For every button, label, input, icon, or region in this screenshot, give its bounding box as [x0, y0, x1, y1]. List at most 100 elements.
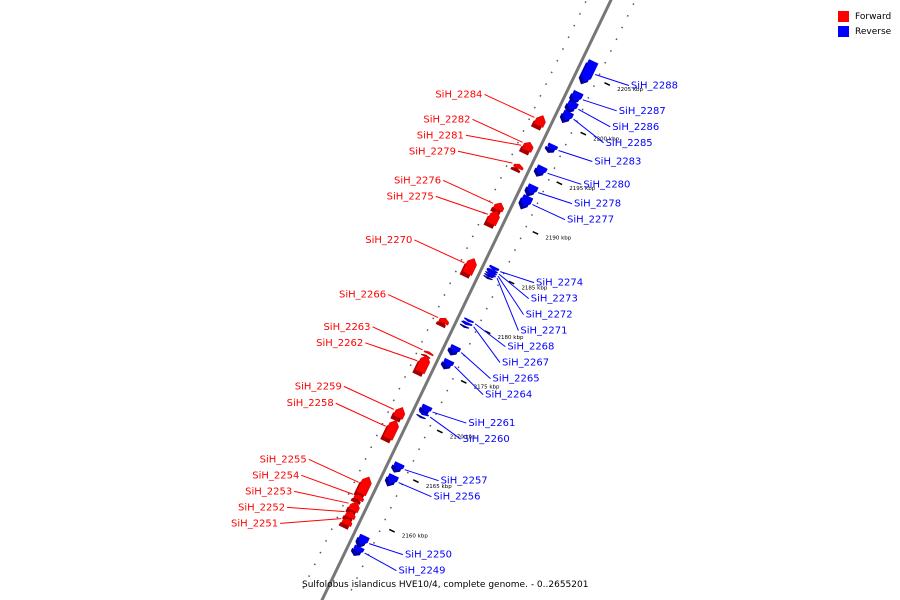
gene-SiH_2272[interactable] [484, 269, 498, 279]
gene-SiH_2254[interactable] [350, 494, 365, 505]
gene-SiH_2288[interactable] [578, 59, 599, 85]
reverse-guide-dot [468, 342, 471, 345]
gene-arrow [463, 317, 475, 324]
reverse-guide-dot [418, 448, 421, 451]
gene-SiH_2266[interactable] [435, 317, 450, 329]
scale-tick-mark [412, 479, 419, 484]
reverse-guide-dot [350, 588, 353, 591]
scale-tick-label: 2180 kbp [498, 335, 524, 341]
gene-SiH_2264[interactable] [440, 357, 455, 370]
reverse-gene-label: SiH_2256 [433, 492, 480, 503]
gene-arrow [533, 115, 546, 128]
forward-guide-dot [375, 434, 378, 437]
forward-guide-dot [539, 94, 542, 97]
forward-gene-leader [484, 94, 535, 118]
gene-SiH_2257[interactable] [391, 461, 405, 473]
gene-SiH_2286[interactable] [564, 99, 579, 114]
reverse-guide-dot [406, 471, 409, 474]
reverse-gene-leader [532, 204, 566, 221]
forward-guide-dot [528, 118, 531, 121]
gene-SiH_2250[interactable] [355, 533, 370, 549]
reverse-gene-label: SiH_2272 [526, 310, 573, 321]
reverse-guide-dot [356, 577, 359, 580]
reverse-guide-dot [553, 167, 556, 170]
gene-SiH_2280[interactable] [533, 164, 548, 177]
gene-arrow [489, 264, 500, 271]
gene-SiH_2278[interactable] [524, 183, 539, 197]
gene-SiH_2277[interactable] [518, 194, 534, 210]
forward-guide-dot [511, 153, 514, 156]
gene-SiH_2253[interactable] [345, 501, 360, 516]
forward-guide-dot [437, 305, 440, 308]
reverse-guide-dot [508, 260, 511, 263]
reverse-gene-leader [578, 108, 611, 128]
gene-SiH_2271[interactable] [483, 271, 497, 281]
gene-SiH_2255[interactable] [353, 476, 372, 499]
reverse-gene-label: SiH_2265 [492, 374, 539, 385]
forward-gene-label: SiH_2275 [387, 191, 434, 202]
gene-arrow [567, 99, 579, 111]
gene-arrow [344, 511, 356, 521]
gene-SiH_2260[interactable] [416, 410, 430, 420]
forward-gene-leader [387, 294, 439, 318]
gene-SiH_2259[interactable] [390, 407, 406, 423]
gene-arrow [527, 183, 539, 194]
forward-track-guide [302, 1, 587, 589]
reverse-gene-label: SiH_2288 [631, 81, 678, 92]
gene-shadow [510, 167, 521, 174]
reverse-track-guide [350, 3, 635, 591]
reverse-guide-dot [378, 530, 381, 533]
gene-SiH_2270[interactable] [459, 258, 477, 279]
reverse-guide-dot [525, 225, 528, 228]
gene-SiH_2284[interactable] [530, 115, 546, 131]
reverse-gene-label: SiH_2287 [619, 106, 666, 117]
forward-guide-dot [370, 446, 373, 449]
gene-SiH_2285[interactable] [559, 109, 575, 124]
gene-arrow [512, 163, 524, 171]
forward-guide-dot [471, 235, 474, 238]
gene-SiH_2258[interactable] [380, 419, 399, 444]
reverse-guide-dot [389, 506, 392, 509]
reverse-gene-label: SiH_2277 [567, 215, 614, 226]
scale-tick-label: 2175 kbp [474, 385, 500, 391]
forward-gene-label: SiH_2270 [365, 235, 412, 246]
forward-gene-label: SiH_2279 [409, 146, 456, 157]
gene-SiH_2275[interactable] [483, 210, 500, 229]
legend: Forward Reverse [838, 9, 891, 39]
reverse-guide-dot [384, 518, 387, 521]
reverse-gene-leader [496, 277, 519, 331]
gene-SiH_2265[interactable] [447, 343, 462, 356]
gene-SiH_2267[interactable] [459, 320, 473, 329]
scale-tick-mark [388, 528, 396, 533]
forward-guide-dot [499, 176, 502, 179]
reverse-gene-leader [404, 469, 439, 482]
reverse-guide-dot [451, 377, 454, 380]
gene-SiH_2283[interactable] [544, 142, 559, 153]
gene-SiH_2262[interactable] [412, 355, 431, 377]
gene-SiH_2249[interactable] [350, 544, 365, 556]
forward-gene-label: SiH_2266 [339, 290, 386, 301]
gene-SiH_2256[interactable] [384, 473, 400, 487]
forward-gene-label: SiH_2255 [260, 454, 307, 465]
forward-gene-leader [280, 518, 342, 524]
forward-gene-label: SiH_2263 [323, 322, 370, 333]
gene-SiH_2251[interactable] [338, 518, 353, 530]
forward-gene-leader [465, 134, 522, 146]
forward-guide-dot [308, 575, 311, 578]
scale-tick-mark [556, 181, 563, 186]
reverse-gene-leader [364, 552, 397, 572]
gene-SiH_2281[interactable] [518, 145, 533, 156]
reverse-guide-dot [559, 155, 562, 158]
reverse-gene-label: SiH_2260 [463, 434, 510, 445]
forward-guide-dot [392, 399, 395, 402]
gene-SiH_2276[interactable] [490, 202, 505, 215]
reverse-guide-dot [474, 331, 477, 334]
reverse-gene-label: SiH_2285 [606, 138, 653, 149]
reverse-guide-dot [542, 190, 545, 193]
reverse-guide-dot [564, 143, 567, 146]
forward-guide-dot [533, 106, 536, 109]
reverse-gene-label: SiH_2267 [502, 358, 549, 369]
reverse-gene-leader [558, 149, 593, 162]
gene-SiH_2279[interactable] [510, 163, 524, 174]
reverse-gene-label: SiH_2286 [612, 122, 659, 133]
